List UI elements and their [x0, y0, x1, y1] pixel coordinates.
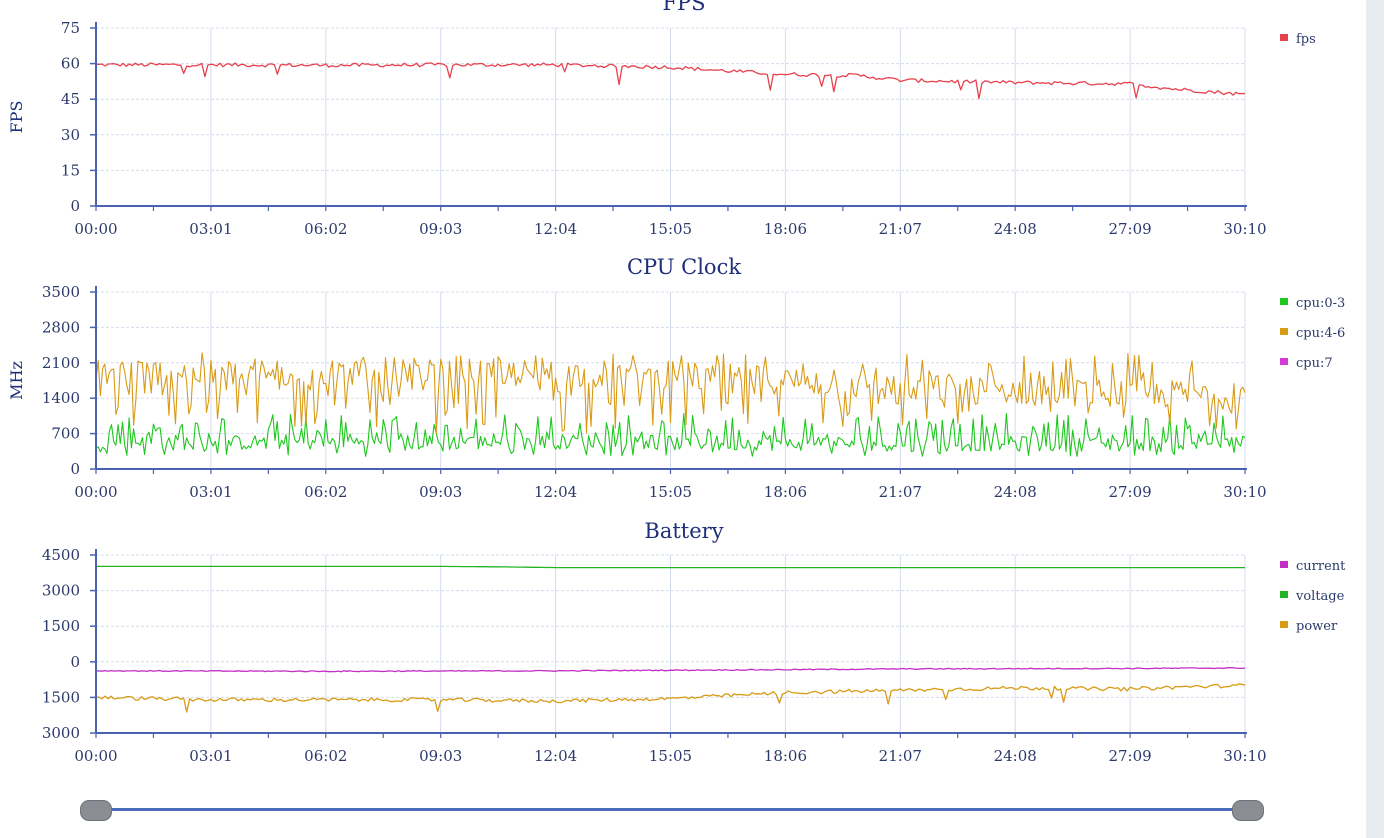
- y-tick-label: 0: [70, 197, 80, 215]
- legend-swatch: [1280, 561, 1288, 568]
- range-end-handle[interactable]: [1232, 800, 1264, 821]
- x-tick-label: 27:09: [1108, 747, 1151, 765]
- y-axis-title: FPS: [7, 101, 26, 134]
- x-tick-label: 18:06: [764, 747, 807, 765]
- time-range-track[interactable]: [96, 808, 1248, 811]
- y-tick-label: 0: [70, 653, 80, 671]
- legend-label: fps: [1296, 32, 1316, 47]
- y-tick-label: 2800: [42, 318, 80, 336]
- y-tick-label: 700: [51, 425, 80, 443]
- y-tick-label: 45: [61, 90, 80, 108]
- x-tick-label: 06:02: [304, 220, 347, 238]
- y-tick-label: 15: [61, 161, 80, 179]
- y-tick-label: 60: [61, 55, 80, 73]
- x-tick-label: 21:07: [879, 220, 922, 238]
- legend-swatch: [1280, 591, 1288, 598]
- x-tick-label: 06:02: [304, 483, 347, 501]
- y-axis-title: MHz: [7, 361, 26, 400]
- legend-swatch: [1280, 328, 1288, 335]
- x-tick-label: 12:04: [534, 220, 577, 238]
- x-tick-label: 00:00: [74, 220, 117, 238]
- y-tick-label: 75: [61, 19, 80, 37]
- x-tick-label: 15:05: [649, 220, 692, 238]
- time-range-slider[interactable]: [80, 798, 1264, 822]
- y-tick-label: 3500: [42, 283, 80, 301]
- y-tick-label: 3000: [42, 582, 80, 600]
- x-tick-label: 15:05: [649, 747, 692, 765]
- right-margin-strip: [1366, 0, 1384, 838]
- legend-label: cpu:7: [1296, 356, 1333, 371]
- x-tick-label: 00:00: [74, 747, 117, 765]
- x-tick-label: 30:10: [1223, 220, 1266, 238]
- series-line-voltage: [96, 565, 1245, 569]
- y-tick-label: 1500: [42, 617, 80, 635]
- x-tick-label: 30:10: [1223, 747, 1266, 765]
- y-tick-label: 3000: [42, 724, 80, 742]
- series-line-fps: [95, 62, 1246, 100]
- x-tick-label: 24:08: [994, 220, 1037, 238]
- x-tick-label: 03:01: [189, 220, 232, 238]
- x-tick-label: 21:07: [879, 483, 922, 501]
- chart-title: CPU Clock: [627, 255, 741, 279]
- x-tick-label: 27:09: [1108, 483, 1151, 501]
- x-tick-label: 12:04: [534, 747, 577, 765]
- series-line-cpu-0-3: [95, 413, 1246, 457]
- series-line-current: [95, 666, 1246, 673]
- x-tick-label: 09:03: [419, 220, 462, 238]
- chart-title: Battery: [644, 519, 723, 543]
- x-tick-label: 03:01: [189, 483, 232, 501]
- y-tick-label: 30: [61, 126, 80, 144]
- legend-swatch: [1280, 34, 1288, 41]
- y-tick-label: 2100: [42, 354, 80, 372]
- chart-title: FPS: [662, 0, 705, 15]
- range-start-handle[interactable]: [80, 800, 112, 821]
- legend-label: current: [1296, 559, 1346, 574]
- legend-label: voltage: [1295, 589, 1345, 604]
- x-tick-label: 12:04: [534, 483, 577, 501]
- y-tick-label: 0: [70, 460, 80, 478]
- x-tick-label: 18:06: [764, 220, 807, 238]
- legend-label: cpu:4-6: [1296, 326, 1345, 341]
- legend-swatch: [1280, 358, 1288, 365]
- legend-label: power: [1296, 619, 1338, 634]
- x-tick-label: 24:08: [994, 747, 1037, 765]
- x-tick-label: 18:06: [764, 483, 807, 501]
- x-tick-label: 15:05: [649, 483, 692, 501]
- x-tick-label: 21:07: [879, 747, 922, 765]
- x-tick-label: 09:03: [419, 483, 462, 501]
- x-tick-label: 24:08: [994, 483, 1037, 501]
- y-tick-label: 4500: [42, 546, 80, 564]
- series-line-cpu-4-6: [95, 352, 1246, 434]
- legend-label: cpu:0-3: [1296, 296, 1345, 311]
- x-tick-label: 09:03: [419, 747, 462, 765]
- series-line-power: [95, 683, 1246, 713]
- x-tick-label: 30:10: [1223, 483, 1266, 501]
- legend-swatch: [1280, 298, 1288, 305]
- legend-swatch: [1280, 621, 1288, 628]
- x-tick-label: 27:09: [1108, 220, 1151, 238]
- y-tick-label: 1400: [42, 389, 80, 407]
- x-tick-label: 06:02: [304, 747, 347, 765]
- y-tick-label: 1500: [42, 688, 80, 706]
- x-tick-label: 00:00: [74, 483, 117, 501]
- x-tick-label: 03:01: [189, 747, 232, 765]
